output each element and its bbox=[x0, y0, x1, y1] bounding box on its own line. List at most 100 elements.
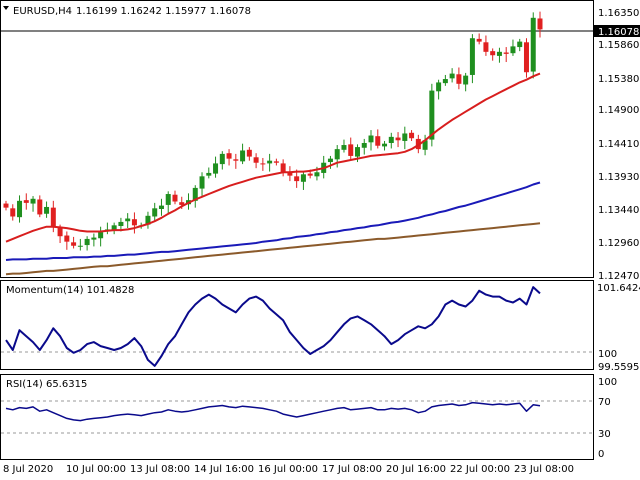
candle-body bbox=[44, 206, 50, 214]
time-tick: 16 Jul 00:00 bbox=[258, 464, 318, 475]
candle-body bbox=[429, 90, 435, 140]
time-tick: 8 Jul 2020 bbox=[3, 464, 53, 475]
candle-body bbox=[476, 38, 482, 42]
rsi-line bbox=[5, 401, 541, 422]
candle-body bbox=[483, 42, 489, 52]
candle-body bbox=[341, 145, 347, 150]
current-price-box bbox=[594, 25, 640, 37]
candle-body bbox=[327, 158, 333, 163]
candle-body bbox=[179, 202, 185, 205]
candle-body bbox=[64, 235, 70, 242]
candle-body bbox=[463, 75, 469, 85]
candle-body bbox=[409, 132, 415, 139]
candle-body bbox=[361, 143, 367, 148]
candle-body bbox=[436, 82, 442, 92]
candle-body bbox=[354, 147, 360, 157]
time-tick: 22 Jul 00:00 bbox=[450, 464, 510, 475]
rsi-title: RSI(14) 65.6315 bbox=[6, 379, 87, 390]
candle-body bbox=[3, 203, 9, 208]
momentum-tick: 99.5595 bbox=[598, 362, 639, 373]
candle-body bbox=[449, 73, 455, 79]
time-axis: 8 Jul 2020 10 Jul 00:00 13 Jul 08:00 14 … bbox=[3, 464, 574, 475]
rsi-tick: 100 bbox=[598, 377, 617, 388]
time-tick: 10 Jul 00:00 bbox=[66, 464, 126, 475]
candle-body bbox=[314, 172, 320, 177]
candle-body bbox=[91, 237, 97, 240]
price-tick: 1.15380 bbox=[598, 74, 639, 85]
price-axis: 1.16350 1.15860 1.15380 1.14900 1.14410 … bbox=[598, 8, 639, 282]
candle-body bbox=[469, 38, 475, 75]
candle-body bbox=[395, 137, 401, 141]
candle-body bbox=[280, 163, 286, 173]
time-tick: 17 Jul 08:00 bbox=[322, 464, 382, 475]
candle-body bbox=[382, 143, 388, 147]
candle-body bbox=[213, 163, 219, 174]
candle-body bbox=[71, 242, 77, 246]
candle-body bbox=[226, 153, 232, 159]
momentum-tick: 100 bbox=[598, 349, 617, 360]
candle-body bbox=[442, 79, 448, 84]
candle-body bbox=[165, 194, 171, 205]
candle-body bbox=[219, 153, 225, 165]
candle-body bbox=[30, 198, 36, 204]
candle-body bbox=[199, 176, 205, 189]
candle-body bbox=[17, 200, 23, 218]
candle-body bbox=[490, 51, 496, 56]
momentum-tick: 101.6424 bbox=[597, 283, 640, 294]
candle-body bbox=[98, 232, 104, 239]
candle-body bbox=[84, 238, 90, 246]
candle-body bbox=[368, 135, 374, 143]
momentum-line bbox=[5, 286, 541, 367]
candle-body bbox=[131, 219, 137, 226]
candle-body bbox=[273, 161, 279, 163]
candle-body bbox=[456, 74, 462, 84]
candle-body bbox=[300, 174, 306, 182]
candle-body bbox=[253, 157, 259, 163]
ma-slow-series bbox=[5, 222, 541, 276]
candle-body bbox=[37, 199, 43, 215]
collapse-triangle-icon[interactable] bbox=[3, 6, 9, 10]
price-tick: 1.12960 bbox=[598, 238, 639, 249]
ma-slow-line bbox=[5, 222, 541, 276]
momentum-panel[interactable] bbox=[0, 280, 594, 370]
candle-body bbox=[152, 208, 158, 217]
current-price-label: 1.16078 bbox=[598, 27, 639, 38]
price-tick: 1.13440 bbox=[598, 205, 639, 216]
time-tick: 13 Jul 08:00 bbox=[130, 464, 190, 475]
candle-body bbox=[388, 136, 394, 143]
candle-body bbox=[145, 215, 151, 225]
candle-body bbox=[125, 218, 131, 222]
momentum-title: Momentum(14) 101.4828 bbox=[6, 285, 134, 296]
ma-mid-line bbox=[5, 181, 541, 261]
candle-body bbox=[537, 18, 543, 30]
candlestick-series bbox=[3, 11, 543, 251]
candle-body bbox=[192, 187, 198, 201]
rsi-tick: 30 bbox=[598, 429, 611, 440]
price-tick: 1.12470 bbox=[598, 271, 639, 282]
candle-body bbox=[496, 51, 502, 56]
candle-body bbox=[260, 163, 266, 165]
price-tick: 1.16350 bbox=[598, 8, 639, 19]
time-tick: 14 Jul 16:00 bbox=[194, 464, 254, 475]
candle-body bbox=[240, 150, 246, 162]
time-tick: 23 Jul 08:00 bbox=[514, 464, 574, 475]
symbol-label: EURUSD,H4 bbox=[13, 6, 72, 17]
ma-fast-line bbox=[5, 72, 541, 243]
candle-body bbox=[172, 194, 178, 202]
candle-body bbox=[517, 41, 523, 48]
candle-body bbox=[422, 140, 428, 150]
candle-body bbox=[206, 172, 212, 176]
ma-fast-series bbox=[5, 72, 541, 243]
candle-body bbox=[50, 207, 56, 227]
candle-body bbox=[307, 173, 313, 176]
candle-body bbox=[267, 160, 273, 164]
price-tick: 1.14410 bbox=[598, 139, 639, 150]
price-tick: 1.15860 bbox=[598, 40, 639, 51]
candle-body bbox=[530, 17, 536, 72]
rsi-series bbox=[5, 401, 541, 422]
candle-body bbox=[10, 208, 16, 217]
ma-mid-series bbox=[5, 181, 541, 261]
candle-body bbox=[523, 42, 529, 73]
candle-body bbox=[503, 52, 509, 54]
